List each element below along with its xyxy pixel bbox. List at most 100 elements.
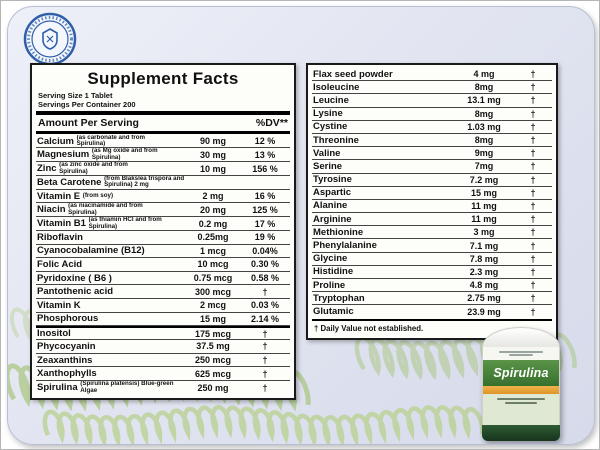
- bottle-label-orange-band: [483, 386, 559, 394]
- nutrient-row: Pantothenic acid 300 mcg †: [36, 285, 290, 299]
- nutrient-name: Phycocyanin: [37, 340, 96, 352]
- amino-acid-amount: 1.03 mg: [467, 121, 501, 132]
- nutrient-amount: 20 mg: [199, 204, 226, 215]
- nutrient-name: Riboflavin: [37, 231, 83, 243]
- divider-thick: [36, 111, 290, 115]
- amino-acid-amount: 2.3 mg: [469, 266, 499, 277]
- col-header-amount-per-serving: Amount Per Serving: [38, 117, 139, 129]
- amino-acid-row: Arginine 11 mg †: [312, 213, 552, 227]
- nutrient-row: Vitamin E (from soy) 2 mg 16 %: [36, 190, 290, 204]
- amino-acid-name: Alanine: [313, 200, 348, 212]
- nutrient-daily-value: 13 %: [254, 149, 276, 160]
- amino-acid-row: Histidine 2.3 mg †: [312, 266, 552, 279]
- nutrient-row: Spirulina (Spirulina platensis) Blue-gre…: [36, 381, 290, 395]
- seal-ring-text: [27, 16, 73, 62]
- amino-acid-daily-value: †: [530, 266, 536, 277]
- nutrient-name: Xanthophylls: [37, 368, 97, 380]
- amino-acid-row: Glycine 7.8 mg †: [312, 253, 552, 266]
- nutrient-daily-value: †: [262, 286, 268, 297]
- nutrient-name: Folic Acid: [37, 258, 83, 270]
- amino-acid-daily-value: †: [530, 306, 536, 317]
- amino-acid-amount: 4.8 mg: [469, 280, 499, 291]
- amino-acid-name: Tryptophan: [313, 292, 365, 304]
- nutrient-name: Zinc (as zinc oxide and from Spirulina): [37, 162, 185, 175]
- nutrient-name: Phosphorous: [37, 313, 99, 325]
- nutrient-name: Zeaxanthins: [37, 354, 93, 366]
- nutrient-daily-value: †: [262, 368, 268, 379]
- amino-acids-panel: Flax seed powder 4 mg † Isoleucine 8mg †…: [306, 63, 558, 340]
- nutrient-daily-value: 0.03 %: [250, 300, 280, 311]
- amino-acid-daily-value: †: [530, 174, 536, 185]
- amino-acid-name: Serine: [313, 160, 343, 172]
- amino-acid-daily-value: †: [530, 240, 536, 251]
- nutrient-name: Inositol: [37, 328, 71, 340]
- product-bottle: Spirulina: [482, 327, 560, 443]
- amino-acid-amount: 23.9 mg: [467, 306, 501, 317]
- amino-acid-row: Flax seed powder 4 mg †: [312, 68, 552, 82]
- amino-acid-name: Glycine: [313, 253, 348, 265]
- amino-acid-amount: 7mg: [474, 161, 494, 172]
- panel-title: Supplement Facts: [87, 69, 239, 88]
- amino-acid-daily-value: †: [530, 148, 536, 159]
- amino-acid-amount: 15 mg: [470, 187, 497, 198]
- nutrient-row: Riboflavin 0.25mg 19 %: [36, 231, 290, 245]
- bottle-label: Spirulina: [482, 347, 560, 425]
- nutrient-daily-value: 16 %: [254, 191, 276, 202]
- nutrient-row: Folic Acid 10 mcg 0.30 %: [36, 258, 290, 272]
- nutrient-amount: 15 mg: [199, 313, 226, 324]
- amino-acid-amount: 7.1 mg: [469, 240, 499, 251]
- amino-acid-row: Tryptophan 2.75 mg †: [312, 292, 552, 306]
- amino-acid-row: Methionine 3 mg †: [312, 226, 552, 240]
- nutrient-row: Xanthophylls 625 mcg †: [36, 367, 290, 381]
- nutrient-name: Vitamin K: [37, 299, 81, 311]
- amino-acid-name: Lysine: [313, 108, 343, 120]
- nutrient-daily-value: †: [262, 382, 268, 393]
- nutrient-amount: 10 mcg: [197, 259, 229, 270]
- amino-acid-name: Phenylalanine: [313, 240, 377, 252]
- amino-acid-name: Threonine: [313, 134, 359, 146]
- amino-acid-name: Arginine: [313, 213, 352, 225]
- amino-acid-daily-value: †: [530, 161, 536, 172]
- servings-per-container-text: Servings Per Container 200: [38, 100, 136, 109]
- nutrient-name: Magnesium (as Mg oxide and from Spirulin…: [37, 148, 185, 161]
- nutrient-row: Phosphorous 15 mg 2.14 %: [36, 313, 290, 327]
- nutrient-amount: 250 mg: [197, 382, 229, 393]
- nutrient-daily-value: 156 %: [252, 163, 278, 174]
- amino-acid-amount: 2.75 mg: [467, 293, 501, 304]
- column-header-row: Amount Per Serving %DV**: [36, 116, 290, 130]
- nutrient-amount: 300 mcg: [194, 286, 232, 297]
- amino-acid-daily-value: †: [530, 121, 536, 132]
- amino-acid-amount: 11 mg: [471, 214, 497, 225]
- nutrient-note: (as zinc oxide and from Spirulina): [59, 162, 128, 175]
- nutrient-name: Beta Carotene (from Blakslea trispora an…: [37, 176, 185, 189]
- amino-acid-row: Valine 9mg †: [312, 147, 552, 161]
- amino-acid-daily-value: †: [530, 214, 536, 225]
- nutrient-daily-value: †: [262, 328, 268, 339]
- daily-value-footnote: † Daily Value not established.: [312, 318, 552, 335]
- nutrient-name: Niacin (as niacinamide and from Spirulin…: [37, 203, 185, 216]
- bottle-label-title: Spirulina: [483, 360, 559, 386]
- nutrient-name: Vitamin E (from soy): [37, 190, 114, 202]
- label-text-placeholder: [497, 397, 545, 400]
- amino-acid-row: Lysine 8mg †: [312, 108, 552, 121]
- seal-shield-icon: [42, 28, 58, 50]
- amino-acid-daily-value: †: [530, 253, 536, 264]
- amino-acid-amount: 8mg: [474, 108, 494, 119]
- nutrient-name: Cyanocobalamine (B12): [37, 245, 145, 257]
- nutrient-row: Vitamin B1 (as thiamin HCl and from Spir…: [36, 217, 290, 231]
- nutrient-name: Calcium (as carbonate and from Spirulina…: [37, 135, 185, 148]
- nutrient-amount: 0.75 mcg: [193, 273, 233, 284]
- amino-acid-row: Tyrosine 7.2 mg †: [312, 174, 552, 187]
- bottle-shoulder: [482, 327, 560, 347]
- amino-acid-daily-value: †: [530, 82, 536, 93]
- amino-acid-amount: 13.1 mg: [467, 95, 501, 106]
- amino-acid-amount: 11 mg: [471, 200, 497, 211]
- serving-size-text: Serving Size 1 Tablet: [38, 91, 113, 100]
- nutrient-note: (as thiamin HCl and from Spirulina): [88, 217, 162, 230]
- amino-acid-name: Glutamic: [313, 306, 354, 318]
- amino-acid-name: Methionine: [313, 226, 364, 238]
- certification-seal: [22, 11, 78, 67]
- bottle-cap: [482, 425, 560, 441]
- nutrient-row: Calcium (as carbonate and from Spirulina…: [36, 135, 290, 149]
